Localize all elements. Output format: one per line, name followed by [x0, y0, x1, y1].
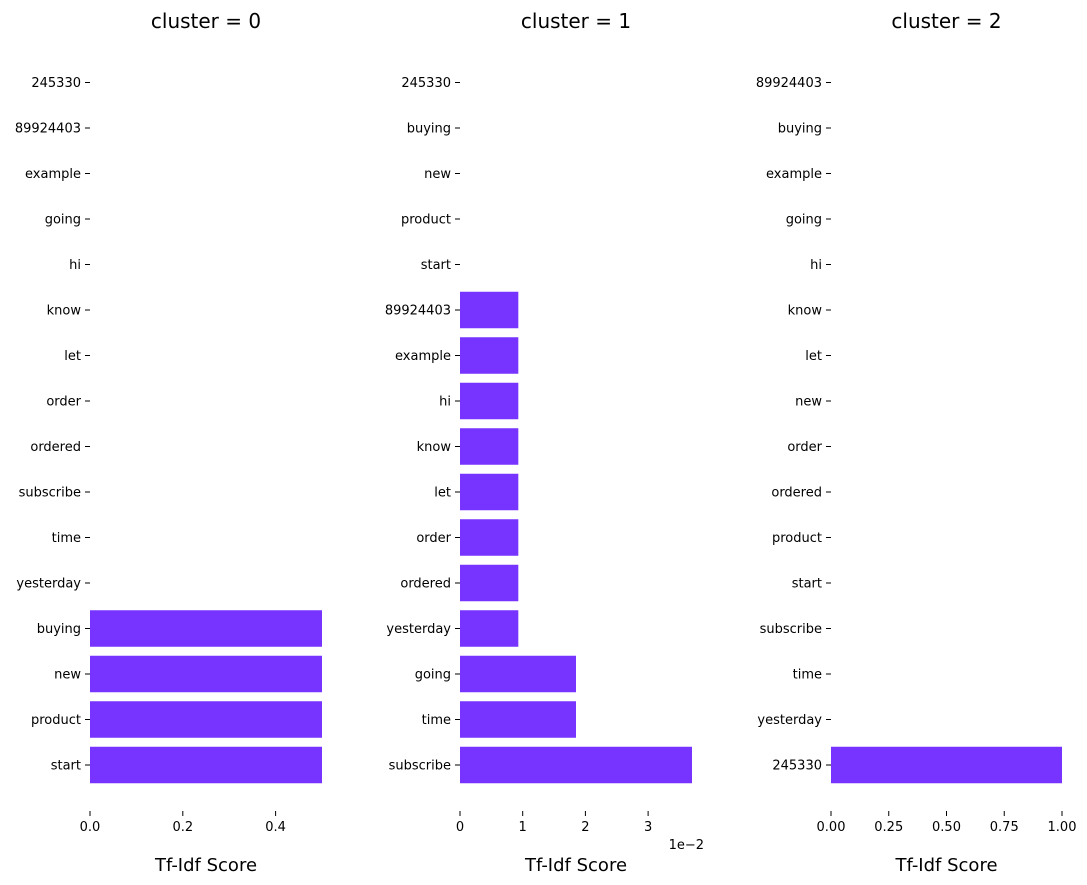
y-tick-label: buying: [778, 122, 822, 137]
x-tick-label: 0.2: [172, 820, 193, 835]
y-tick-label: order: [46, 395, 81, 410]
y-tick-label: ordered: [771, 486, 822, 501]
bar: [460, 519, 519, 556]
bar: [460, 382, 519, 420]
y-tick-label: buying: [37, 622, 81, 637]
y-tick-label: time: [422, 713, 451, 728]
x-tick-label: 3: [644, 820, 652, 835]
x-axis-label: Tf-Idf Score: [524, 855, 627, 876]
y-tick-label: going: [786, 213, 822, 228]
y-tick-label: yesterday: [386, 622, 451, 637]
bar: [831, 746, 1062, 784]
y-tick-label: time: [52, 531, 81, 546]
bar: [460, 610, 519, 647]
y-tick-label: order: [787, 440, 822, 455]
y-tick-label: buying: [407, 122, 451, 137]
bar: [90, 610, 322, 647]
y-tick-label: yesterday: [16, 577, 81, 592]
x-tick-label: 0.50: [932, 820, 961, 835]
x-tick-label: 1: [519, 820, 527, 835]
y-tick-label: subscribe: [760, 622, 822, 637]
y-tick-label: going: [45, 213, 81, 228]
y-tick-label: hi: [439, 395, 451, 410]
x-tick-label: 0.25: [874, 820, 903, 835]
bar: [460, 701, 576, 738]
chart-title: cluster = 0: [151, 9, 261, 33]
x-axis-label: Tf-Idf Score: [154, 855, 257, 876]
y-tick-label: new: [424, 167, 451, 182]
x-tick-label: 0.00: [817, 820, 846, 835]
y-tick-label: going: [415, 668, 451, 683]
x-offset-label: 1e−2: [669, 838, 704, 853]
y-tick-label: subscribe: [19, 486, 81, 501]
bar: [460, 428, 519, 465]
bar: [90, 746, 322, 784]
bar: [460, 473, 519, 511]
y-tick-label: product: [401, 213, 451, 228]
y-tick-label: know: [417, 440, 452, 455]
y-tick-label: product: [772, 531, 822, 546]
y-tick-label: time: [793, 668, 822, 683]
bar: [460, 655, 576, 693]
x-axis-label: Tf-Idf Score: [894, 855, 997, 876]
bar: [90, 655, 322, 693]
y-tick-label: 89924403: [756, 76, 822, 91]
y-tick-label: 89924403: [15, 122, 81, 137]
y-tick-label: ordered: [30, 440, 81, 455]
y-tick-label: example: [766, 167, 822, 182]
x-tick-label: 2: [581, 820, 589, 835]
bar: [460, 564, 519, 602]
y-tick-label: subscribe: [389, 759, 451, 774]
y-tick-label: 89924403: [385, 304, 451, 319]
y-tick-label: new: [795, 395, 822, 410]
y-tick-label: example: [25, 167, 81, 182]
x-tick-label: 1.00: [1048, 820, 1077, 835]
y-tick-label: hi: [810, 258, 822, 273]
y-tick-label: 245330: [401, 76, 451, 91]
y-tick-label: example: [395, 349, 451, 364]
bar: [460, 746, 692, 784]
y-tick-label: start: [792, 577, 822, 592]
y-tick-label: let: [434, 486, 451, 501]
bar: [460, 291, 519, 329]
x-tick-label: 0.4: [265, 820, 286, 835]
bar: [90, 701, 322, 738]
x-tick-label: 0.0: [80, 820, 101, 835]
y-tick-label: start: [51, 759, 81, 774]
y-tick-label: know: [788, 304, 823, 319]
chart-title: cluster = 2: [891, 9, 1001, 33]
y-tick-label: yesterday: [757, 713, 822, 728]
y-tick-label: new: [54, 668, 81, 683]
y-tick-label: hi: [69, 258, 81, 273]
chart-title: cluster = 1: [521, 9, 631, 33]
y-tick-label: ordered: [400, 577, 451, 592]
y-tick-label: 245330: [31, 76, 81, 91]
x-tick-label: 0: [456, 820, 464, 835]
y-tick-label: let: [64, 349, 81, 364]
x-tick-label: 0.75: [990, 820, 1019, 835]
bar: [460, 337, 519, 374]
y-tick-label: know: [47, 304, 82, 319]
y-tick-label: 245330: [772, 759, 822, 774]
y-tick-label: order: [416, 531, 451, 546]
y-tick-label: product: [31, 713, 81, 728]
y-tick-label: start: [421, 258, 451, 273]
y-tick-label: let: [805, 349, 822, 364]
